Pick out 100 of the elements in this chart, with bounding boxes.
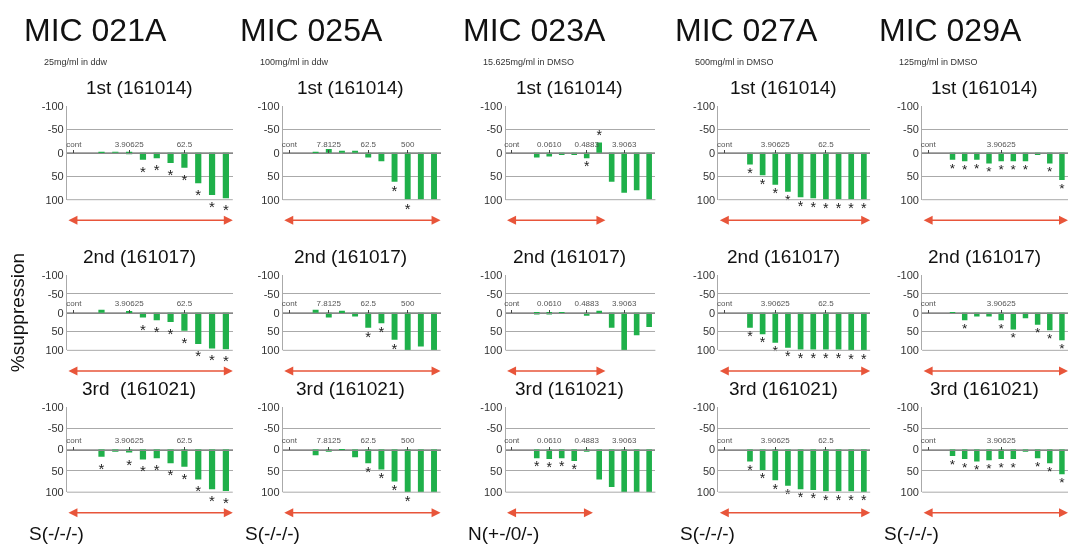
text: MIC 025A: [240, 12, 383, 48]
data-label: *: [126, 455, 133, 473]
y-tick-label: -100: [480, 268, 503, 281]
text: MIC 021A: [24, 12, 167, 48]
text: 15.625mg/ml in DMSO: [483, 57, 575, 67]
x-tick-label: 3.90625: [986, 436, 1017, 446]
y-tick-label: 100: [261, 193, 280, 206]
data-label: *: [404, 492, 411, 509]
data-label: *: [404, 200, 411, 217]
y-tick-label: -100: [41, 268, 64, 281]
chart-title: 1st (161014): [297, 77, 404, 98]
x-tick-label: 500: [401, 299, 415, 309]
x-tick-label: 3.90625: [114, 139, 145, 149]
y-tick-label: 100: [261, 486, 280, 499]
y-tick-label: 50: [490, 170, 503, 183]
text: 125mg/ml in DMSO: [899, 57, 978, 67]
x-tick-label: cont: [920, 139, 937, 149]
data-label: *: [98, 459, 105, 477]
y-tick-label: -50: [47, 123, 64, 136]
data-label: *: [974, 462, 981, 478]
data-label: *: [759, 334, 766, 351]
x-tick-label: 3.90625: [986, 299, 1017, 309]
x-tick-label: cont: [66, 139, 83, 149]
data-label: *: [747, 461, 754, 478]
y-tick-label: -50: [263, 422, 280, 435]
y-tick-label: 0: [496, 306, 503, 319]
x-tick-label: cont: [281, 436, 298, 446]
chart-title: 1st (161014): [516, 77, 623, 98]
y-tick-label: -50: [263, 123, 280, 136]
y-tick-label: -50: [699, 123, 716, 136]
y-tick-label: -50: [903, 123, 919, 136]
data-label: *: [1059, 475, 1066, 491]
y-tick-label: 50: [906, 464, 919, 477]
data-label: *: [835, 349, 842, 366]
data-label: *: [181, 170, 188, 188]
x-tick-label: 3.9063: [611, 436, 637, 446]
y-tick-label: 0: [912, 443, 919, 456]
chart-title: 3rd (161021): [729, 378, 838, 399]
data-label: *: [835, 199, 842, 216]
data-label: *: [823, 491, 830, 508]
chart-title: 2nd (161017): [513, 246, 627, 267]
data-label: *: [167, 466, 174, 484]
x-tick-label: 3.90625: [760, 436, 791, 446]
y-tick-label: 0: [57, 443, 64, 456]
y-tick-label: 100: [483, 193, 503, 206]
data-label: *: [153, 461, 160, 479]
data-label: *: [209, 492, 216, 510]
data-label: *: [1034, 325, 1041, 341]
x-tick-label: cont: [66, 299, 83, 309]
y-tick-label: -50: [699, 287, 716, 300]
y-tick-label: -100: [41, 400, 64, 413]
data-label: *: [558, 458, 565, 475]
y-tick-label: 0: [273, 146, 280, 159]
text: S(-/-/-): [884, 523, 939, 544]
y-tick-label: -50: [47, 287, 64, 300]
x-tick-label: cont: [920, 436, 937, 446]
data-label: *: [365, 328, 372, 345]
x-tick-label: cont: [717, 299, 733, 309]
y-tick-label: -100: [480, 99, 503, 112]
data-label: *: [772, 343, 779, 360]
y-tick-label: -100: [257, 268, 280, 281]
x-tick-label: 7.8125: [316, 436, 342, 446]
data-label: *: [961, 459, 968, 475]
x-tick-label: 0.4883: [574, 299, 600, 309]
y-tick-label: 50: [906, 325, 919, 338]
y-tick-label: 100: [696, 344, 716, 357]
y-tick-label: -100: [896, 400, 919, 413]
x-tick-label: cont: [504, 436, 521, 446]
data-label: *: [810, 349, 817, 366]
text: 25mg/ml in ddw: [44, 57, 108, 67]
data-label: *: [1010, 161, 1017, 177]
x-tick-label: 3.90625: [760, 139, 791, 149]
data-label: *: [747, 328, 754, 345]
y-tick-label: 0: [912, 306, 919, 319]
x-tick-label: 500: [401, 436, 415, 446]
y-tick-label: 50: [702, 325, 716, 338]
data-label: *: [986, 461, 993, 477]
data-label: *: [596, 126, 603, 143]
x-tick-label: 0.0610: [537, 299, 563, 309]
chart-title: 3rd (161021): [515, 378, 624, 399]
data-label: *: [785, 486, 792, 503]
text: 100mg/ml in ddw: [260, 57, 329, 67]
x-tick-label: 500: [401, 139, 415, 149]
y-tick-label: 0: [496, 443, 503, 456]
text: S(-/-/-): [29, 523, 84, 544]
y-tick-label: 50: [267, 464, 280, 477]
y-tick-label: -100: [257, 400, 280, 413]
x-tick-label: 62.5: [360, 299, 377, 309]
data-label: *: [797, 349, 804, 366]
y-tick-label: 50: [267, 325, 280, 338]
y-axis-title: %suppression: [6, 252, 28, 373]
data-label: *: [391, 340, 398, 357]
x-tick-label: cont: [504, 299, 521, 309]
data-label: *: [153, 323, 160, 341]
y-tick-label: 50: [702, 170, 716, 183]
y-tick-label: 0: [709, 443, 716, 456]
y-tick-label: 100: [900, 486, 919, 499]
y-tick-label: 100: [261, 344, 280, 357]
data-label: *: [759, 175, 766, 192]
data-label: *: [195, 346, 202, 364]
